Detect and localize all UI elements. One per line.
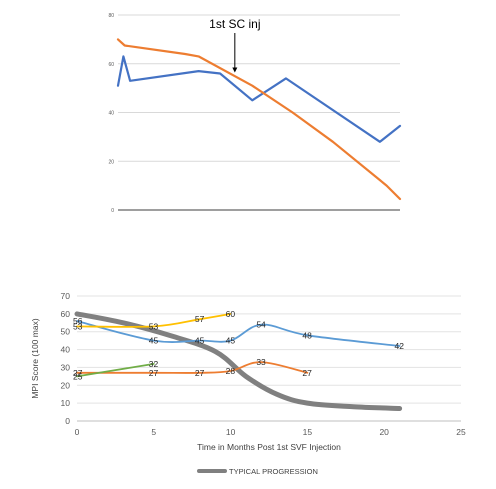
data-label: 27 [195, 368, 205, 378]
data-label: 45 [195, 336, 205, 346]
y-tick-label-top: 80 [108, 13, 114, 19]
series-line-bottom-2 [76, 313, 232, 328]
data-label: 45 [149, 336, 159, 346]
data-label: 27 [302, 368, 312, 378]
x-tick-label-bottom: 15 [303, 427, 313, 437]
data-label: 48 [302, 330, 312, 340]
data-label: 25 [73, 371, 83, 381]
data-label: 54 [256, 320, 266, 330]
y-tick-label-top: 20 [108, 159, 114, 165]
x-tick-label-bottom: 0 [75, 427, 80, 437]
x-axis-label: Time in Months Post 1st SVF Injection [197, 442, 341, 452]
x-tick-label-bottom: 20 [379, 427, 389, 437]
series-line-bottom-4 [76, 363, 155, 378]
top-chart: 0 20 40 60 80 1st SC inj [108, 13, 402, 214]
series-line-top-2 [116, 38, 402, 201]
data-label: 53 [149, 321, 159, 331]
data-label: 56 [73, 316, 83, 326]
data-label: 33 [256, 357, 266, 367]
data-label: 27 [149, 368, 159, 378]
y-tick-label-bottom: 40 [61, 345, 71, 355]
data-label: 27 [73, 368, 83, 378]
series-line-bottom-3 [76, 361, 309, 374]
data-label: 28 [226, 366, 236, 376]
annotation-arrow-head [232, 67, 238, 73]
data-label: 60 [226, 309, 236, 319]
y-tick-label-top: 40 [108, 111, 114, 117]
series-line-bottom-1 [76, 320, 401, 347]
y-tick-label-bottom: 50 [61, 327, 71, 337]
y-tick-label-bottom: 20 [61, 380, 71, 390]
x-tick-label-bottom: 10 [226, 427, 236, 437]
data-label: 57 [195, 314, 205, 324]
data-label: 45 [226, 336, 236, 346]
x-tick-label-bottom: 5 [151, 427, 156, 437]
y-tick-label-bottom: 10 [61, 398, 71, 408]
y-tick-label-top: 0 [111, 208, 114, 214]
y-tick-label-bottom: 70 [61, 291, 71, 301]
annotation-text: 1st SC inj [209, 17, 260, 31]
data-label: 32 [149, 359, 159, 369]
y-tick-label-bottom: 0 [65, 416, 70, 426]
y-axis-label: MPI Score (100 max) [30, 318, 40, 398]
y-tick-label-bottom: 60 [61, 309, 71, 319]
y-tick-label-top: 60 [108, 62, 114, 68]
data-label: 53 [73, 321, 83, 331]
series-line-top-1 [116, 55, 402, 143]
legend-label: TYPICAL PROGRESSION [229, 467, 318, 476]
y-tick-label-bottom: 30 [61, 362, 71, 372]
typical-progression-line [74, 311, 403, 411]
data-label: 42 [395, 341, 405, 351]
x-tick-label-bottom: 25 [456, 427, 466, 437]
